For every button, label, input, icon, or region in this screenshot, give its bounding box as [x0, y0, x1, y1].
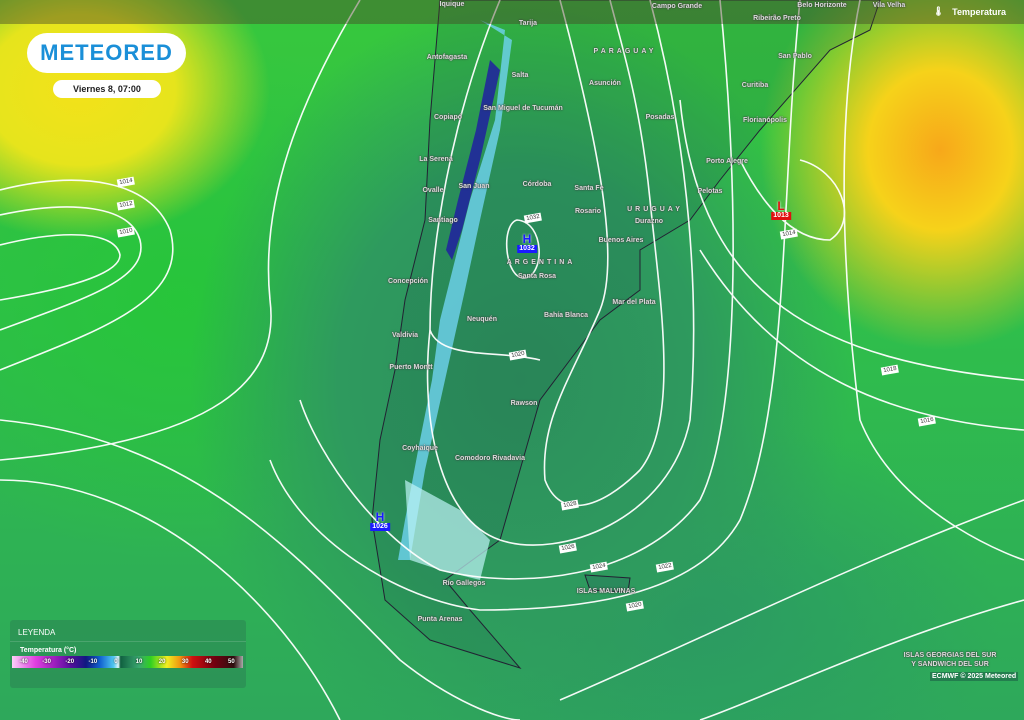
- region-label: ISLAS MALVINAS: [576, 588, 636, 595]
- legend-subtitle: Temperatura (°C): [20, 647, 77, 654]
- high-pressure-letter: H: [375, 510, 385, 524]
- city-label: Vila Velha: [872, 2, 906, 9]
- region-label: ISLAS GEORGIAS DEL SUR: [903, 652, 997, 659]
- layer-selector[interactable]: 🌡 Temperatura: [933, 6, 1006, 17]
- legend-panel: LEYENDA Temperatura (°C) -40 -30 -20 -10…: [10, 620, 246, 688]
- city-label: Durazno: [635, 218, 663, 225]
- scale-tick: 10: [135, 659, 143, 665]
- city-label: Curitiba: [741, 82, 769, 89]
- city-label: Neuquén: [467, 316, 497, 323]
- city-label: Pelotas: [697, 188, 723, 195]
- city-label: Salta: [511, 72, 529, 79]
- city-label: Antofagasta: [426, 54, 468, 61]
- scale-tick: 50: [228, 659, 235, 665]
- city-label: Belo Horizonte: [797, 2, 847, 9]
- andes-cold-band: [398, 20, 512, 560]
- city-label: Bahía Blanca: [544, 312, 588, 319]
- scale-tick: 20: [158, 659, 166, 665]
- city-label: Comodoro Rivadavia: [454, 455, 526, 462]
- city-label: Campo Grande: [651, 3, 703, 10]
- temperature-color-scale: -40 -30 -20 -10 0 10 20 30 40 50: [12, 656, 243, 668]
- city-label: Rosario: [574, 208, 602, 215]
- patagonia-snow: [405, 480, 490, 580]
- high-pressure-letter: H: [522, 232, 532, 246]
- city-label: La Serena: [419, 156, 453, 163]
- city-label: Santa Fe: [574, 185, 604, 192]
- scale-tick: 30: [181, 659, 189, 665]
- city-label: San Pablo: [778, 53, 812, 60]
- city-label: Valdivia: [391, 332, 419, 339]
- scale-tick: 0: [114, 659, 118, 665]
- city-label: Rawson: [510, 400, 538, 407]
- city-label: Coyhaique: [402, 445, 438, 452]
- south-america-land: [371, 0, 881, 669]
- scale-tick: -30: [42, 659, 51, 665]
- pressure-value: 1013: [771, 212, 791, 220]
- city-label: Santiago: [428, 217, 458, 224]
- city-label: Florianópolis: [743, 117, 787, 124]
- scale-tick: -10: [88, 659, 98, 665]
- city-label: Buenos Aires: [598, 237, 644, 244]
- pressure-value: 1026: [370, 523, 390, 531]
- country-label: URUGUAY: [627, 206, 683, 213]
- city-label: Córdoba: [522, 181, 552, 188]
- thermometer-icon: 🌡: [932, 6, 945, 16]
- city-label: Puerto Montt: [389, 364, 433, 371]
- region-label: Y SANDWICH DEL SUR: [911, 661, 989, 668]
- legend-title: LEYENDA: [10, 620, 246, 642]
- high-pressure-center: H 1026: [370, 511, 390, 531]
- data-credit: ECMWF © 2025 Meteored: [930, 672, 1019, 681]
- city-label: Iquique: [439, 1, 465, 8]
- city-label: Punta Arenas: [417, 616, 463, 623]
- city-label: Posadas: [645, 114, 675, 121]
- country-label: PARAGUAY: [593, 48, 657, 55]
- city-label: San Miguel de Tucumán: [483, 105, 563, 112]
- forecast-datetime[interactable]: Viernes 8, 07:00: [53, 80, 161, 98]
- layer-label: Temperatura: [952, 6, 1006, 17]
- city-label: Concepción: [387, 278, 429, 285]
- scale-tick: -20: [65, 659, 75, 665]
- scale-tick: -40: [19, 659, 28, 665]
- city-label: Santa Rosa: [517, 273, 557, 280]
- city-label: Tarija: [518, 20, 538, 27]
- low-pressure-center: L 1013: [771, 200, 791, 220]
- city-label: Ovalle: [422, 187, 444, 194]
- city-label: Ribeirão Preto: [753, 15, 801, 22]
- city-label: Asunción: [589, 80, 621, 87]
- country-label: ARGENTINA: [506, 259, 576, 266]
- city-label: San Juan: [458, 183, 490, 190]
- city-label: Mar del Plata: [612, 299, 656, 306]
- meteored-logo[interactable]: METEORED: [27, 33, 186, 73]
- malvinas-islands: [584, 574, 631, 593]
- city-label: Copiapó: [434, 114, 462, 121]
- andes-coldest-band: [446, 60, 500, 260]
- city-label: Río Gallegos: [442, 580, 486, 587]
- scale-tick: 40: [204, 659, 212, 665]
- high-pressure-center: H 1032: [517, 233, 537, 253]
- city-label: Porto Alegre: [706, 158, 748, 165]
- top-bar: [0, 0, 1024, 24]
- low-pressure-letter: L: [777, 199, 785, 213]
- pressure-value: 1032: [517, 245, 537, 253]
